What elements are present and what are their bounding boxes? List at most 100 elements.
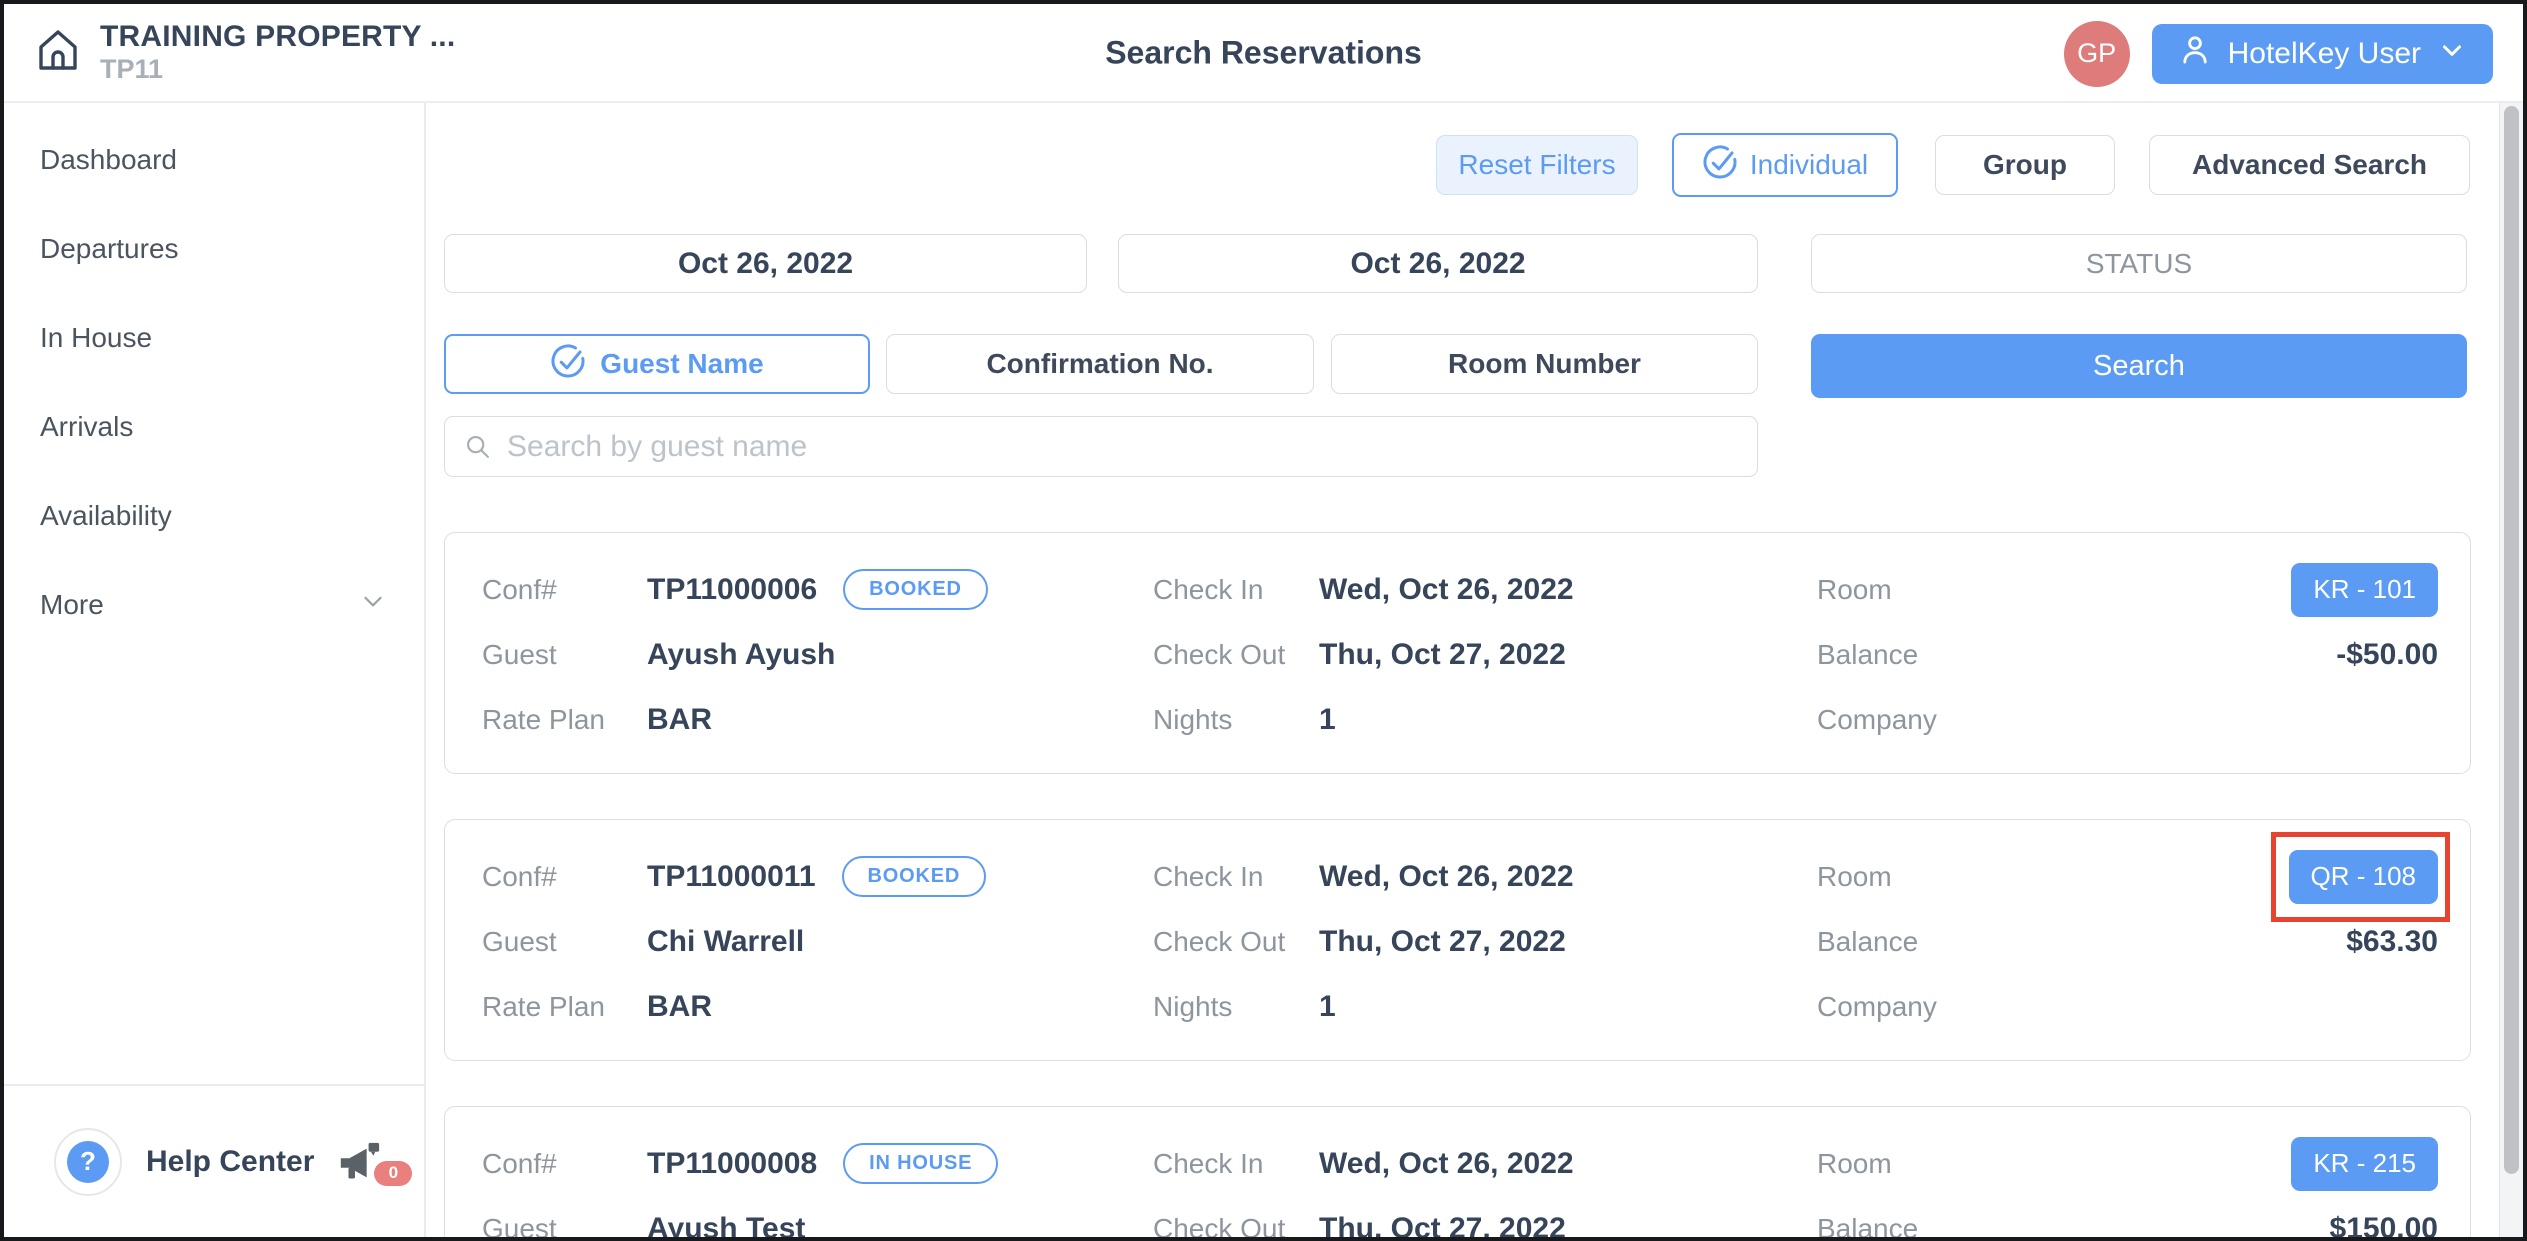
check-out-label: Check Out — [1153, 638, 1286, 670]
sidebar-item-availability[interactable]: Availability — [4, 471, 424, 560]
nights-value: 1 — [1319, 702, 1336, 736]
check-in-date: Wed, Oct 26, 2022 — [1319, 859, 1574, 893]
sidebar: Dashboard Departures In House Arrivals A… — [4, 103, 426, 1237]
main-content: Reset Filters Individual Group Advanced … — [426, 103, 2523, 1237]
check-in-date-field[interactable]: Oct 26, 2022 — [444, 234, 1087, 293]
user-menu-button[interactable]: HotelKey User — [2151, 23, 2493, 84]
rate-plan: BAR — [647, 702, 712, 736]
guest-search-box — [444, 416, 1758, 477]
guest-name: Chi Warrell — [647, 924, 805, 958]
guest-name: Ayush Ayush — [647, 637, 836, 671]
reservation-card[interactable]: Conf# TP11000011 BOOKED Guest Chi Warrel… — [444, 819, 2471, 1061]
check-out-label: Check Out — [1153, 925, 1286, 957]
sidebar-item-label: Arrivals — [40, 410, 134, 442]
sidebar-item-label: In House — [40, 321, 153, 353]
company-label: Company — [1817, 990, 1937, 1022]
room-label: Room — [1817, 1147, 1892, 1179]
sidebar-item-label: More — [40, 588, 104, 620]
status-badge: IN HOUSE — [843, 1143, 999, 1184]
check-in-date: Wed, Oct 26, 2022 — [1319, 572, 1574, 606]
search-button[interactable]: Search — [1811, 334, 2467, 398]
guest-label: Guest — [482, 925, 557, 957]
check-in-label: Check In — [1153, 860, 1264, 892]
advanced-search-button[interactable]: Advanced Search — [2149, 135, 2470, 195]
conf-number: TP11000006 — [647, 572, 818, 606]
check-out-date: Thu, Oct 27, 2022 — [1319, 1211, 1566, 1241]
individual-tab[interactable]: Individual — [1672, 133, 1898, 197]
sidebar-item-departures[interactable]: Departures — [4, 204, 424, 293]
vertical-scrollbar[interactable] — [2499, 103, 2523, 1237]
balance-value: $63.30 — [2346, 924, 2438, 958]
sidebar-item-arrivals[interactable]: Arrivals — [4, 382, 424, 471]
status-badge: BOOKED — [843, 569, 988, 610]
guest-name: Ayush Test — [647, 1211, 806, 1241]
conf-number: TP11000008 — [647, 1146, 818, 1180]
guest-name-tab[interactable]: Guest Name — [444, 334, 870, 394]
sidebar-footer: ? Help Center 0 — [4, 1084, 424, 1237]
check-in-label: Check In — [1153, 573, 1264, 605]
sidebar-item-more[interactable]: More — [4, 560, 424, 649]
rate-plan: BAR — [647, 989, 712, 1023]
reset-filters-button[interactable]: Reset Filters — [1436, 135, 1638, 195]
balance-label: Balance — [1817, 925, 1919, 957]
sidebar-item-label: Dashboard — [40, 143, 177, 175]
balance-value: $150.00 — [2329, 1211, 2438, 1241]
chevron-down-icon — [358, 586, 388, 623]
check-circle-icon — [550, 343, 586, 386]
notification-count-badge: 0 — [374, 1160, 413, 1186]
check-in-label: Check In — [1153, 1147, 1264, 1179]
sidebar-item-dashboard[interactable]: Dashboard — [4, 115, 424, 204]
company-label: Company — [1817, 703, 1937, 735]
property-name: TRAINING PROPERTY ... — [100, 19, 456, 53]
room-label: Room — [1817, 860, 1892, 892]
reservation-card[interactable]: Conf# TP11000008 IN HOUSE Guest Ayush Te… — [444, 1106, 2471, 1241]
room-badge[interactable]: KR - 101 — [2291, 562, 2438, 617]
check-circle-icon — [1702, 144, 1738, 187]
sidebar-item-label: Departures — [40, 232, 179, 264]
status-select[interactable]: STATUS — [1811, 234, 2467, 293]
nights-value: 1 — [1319, 989, 1336, 1023]
page-title: Search Reservations — [1105, 34, 1422, 70]
check-out-date: Thu, Oct 27, 2022 — [1319, 637, 1566, 671]
sidebar-item-in-house[interactable]: In House — [4, 293, 424, 382]
conf-label: Conf# — [482, 573, 557, 605]
nights-label: Nights — [1153, 703, 1233, 735]
top-header: TRAINING PROPERTY ... TP11 Search Reserv… — [4, 4, 2523, 103]
question-icon: ? — [67, 1140, 109, 1183]
room-number-tab[interactable]: Room Number — [1331, 334, 1758, 394]
search-input[interactable] — [444, 416, 1758, 477]
property-switcher[interactable]: TRAINING PROPERTY ... TP11 — [4, 20, 455, 86]
rate-plan-label: Rate Plan — [482, 990, 605, 1022]
sidebar-item-label: Availability — [40, 499, 172, 531]
nights-label: Nights — [1153, 990, 1233, 1022]
rate-plan-label: Rate Plan — [482, 703, 605, 735]
help-button[interactable]: ? — [54, 1127, 122, 1196]
balance-label: Balance — [1817, 638, 1919, 670]
check-out-date-field[interactable]: Oct 26, 2022 — [1118, 234, 1758, 293]
reservation-card[interactable]: Conf# TP11000006 BOOKED Guest Ayush Ayus… — [444, 532, 2471, 774]
scrollbar-thumb[interactable] — [2504, 106, 2519, 1174]
room-label: Room — [1817, 573, 1892, 605]
room-badge[interactable]: KR - 215 — [2291, 1136, 2438, 1191]
guest-label: Guest — [482, 1212, 557, 1241]
guest-name-tab-label: Guest Name — [600, 348, 764, 379]
home-icon — [34, 26, 82, 79]
chevron-down-icon — [2437, 35, 2467, 73]
group-tab[interactable]: Group — [1935, 135, 2115, 195]
announcements-button[interactable]: 0 — [336, 1132, 413, 1192]
check-out-date: Thu, Oct 27, 2022 — [1319, 924, 1566, 958]
conf-number: TP11000011 — [647, 859, 816, 893]
property-code: TP11 — [100, 54, 164, 85]
conf-label: Conf# — [482, 860, 557, 892]
user-icon — [2178, 33, 2212, 75]
balance-label: Balance — [1817, 1212, 1919, 1241]
conf-label: Conf# — [482, 1147, 557, 1179]
check-in-date: Wed, Oct 26, 2022 — [1319, 1146, 1574, 1180]
check-out-label: Check Out — [1153, 1212, 1286, 1241]
room-badge-highlighted[interactable]: QR - 108 — [2288, 849, 2438, 904]
balance-value: -$50.00 — [2336, 637, 2438, 671]
individual-tab-label: Individual — [1749, 149, 1869, 180]
avatar[interactable]: GP — [2063, 20, 2130, 87]
status-badge: BOOKED — [841, 856, 987, 897]
confirmation-no-tab[interactable]: Confirmation No. — [886, 334, 1314, 394]
